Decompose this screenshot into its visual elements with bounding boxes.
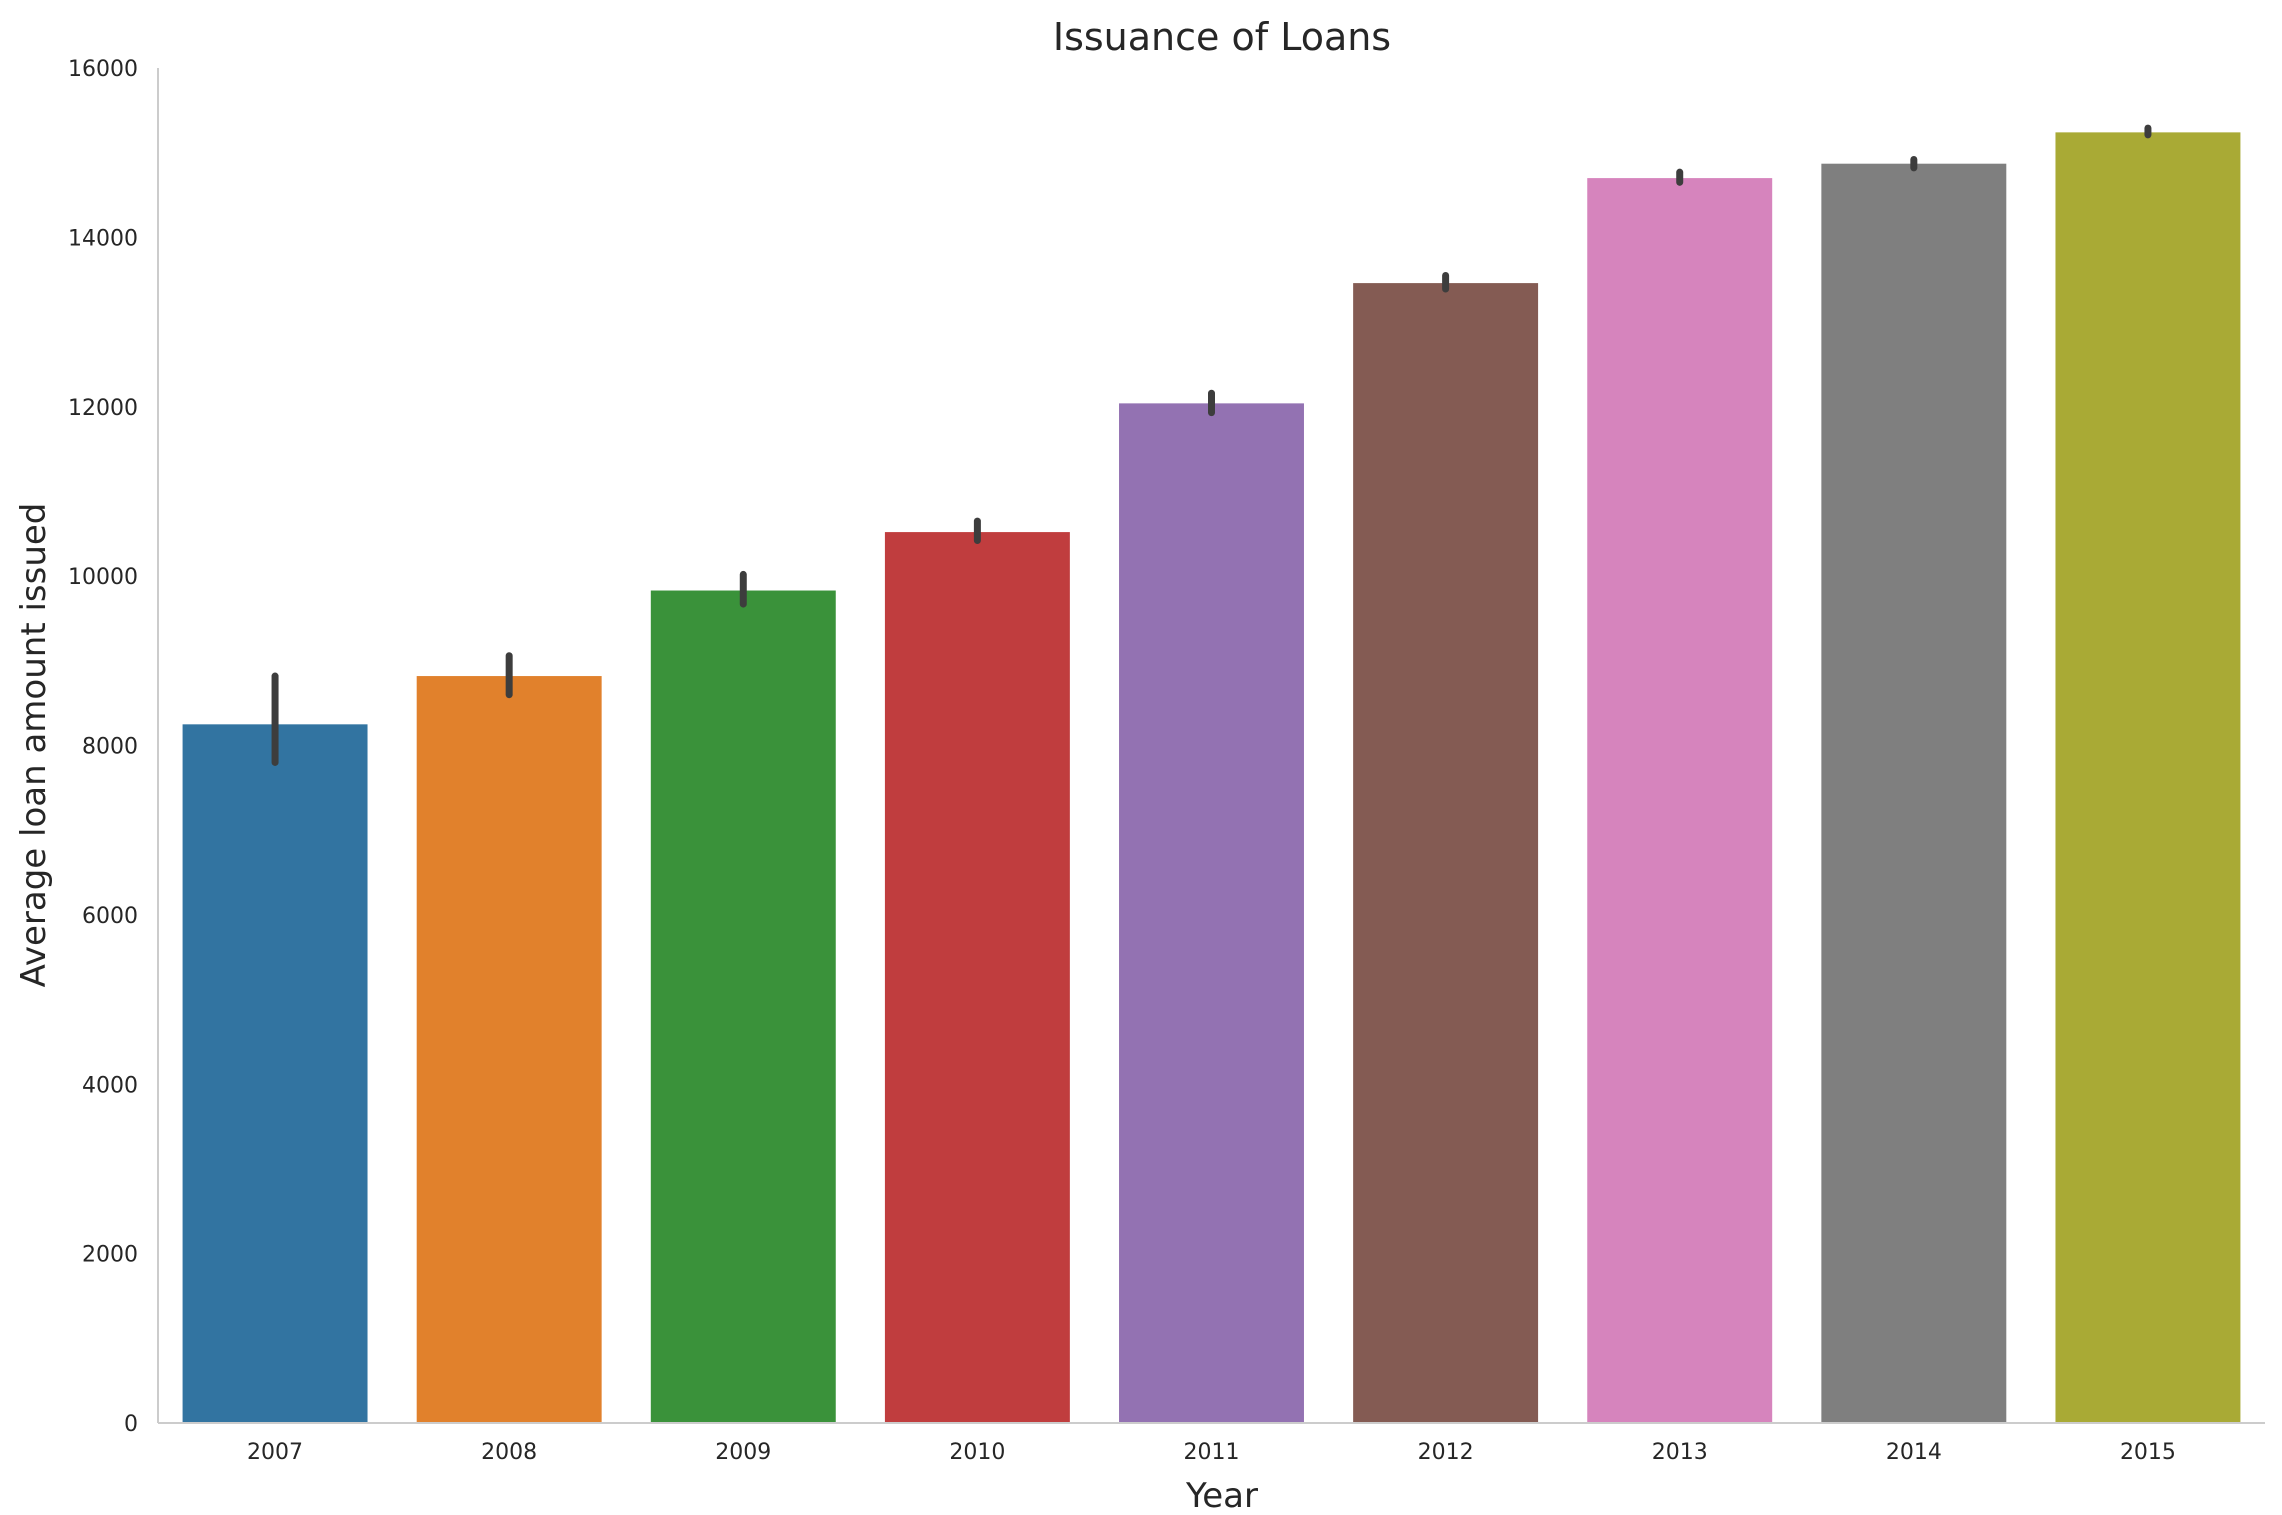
bar-2008 xyxy=(416,676,602,1423)
y-tick-label-6000: 6000 xyxy=(82,904,138,929)
x-tick-label-2012: 2012 xyxy=(1418,1440,1474,1465)
y-tick-labels: 0 2000 4000 6000 8000 10000 12000 14000 16000 xyxy=(68,57,138,1437)
bar-2007 xyxy=(182,724,368,1423)
y-tick-label-16000: 16000 xyxy=(68,57,138,82)
x-tick-label-2007: 2007 xyxy=(247,1440,303,1465)
y-tick-label-4000: 4000 xyxy=(82,1073,138,1098)
bar-2014 xyxy=(1821,163,2007,1423)
x-axis-label: Year xyxy=(1185,1476,1258,1515)
y-tick-label-10000: 10000 xyxy=(68,565,138,590)
chart-title: Issuance of Loans xyxy=(1053,15,1391,59)
y-tick-label-8000: 8000 xyxy=(82,735,138,760)
bar-2011 xyxy=(1119,403,1304,1423)
x-tick-label-2009: 2009 xyxy=(715,1440,771,1465)
x-tick-label-2008: 2008 xyxy=(481,1440,537,1465)
x-tick-label-2014: 2014 xyxy=(1886,1440,1942,1465)
y-tick-label-0: 0 xyxy=(124,1412,138,1437)
bars-group xyxy=(182,132,2241,1424)
x-tick-labels: 2007 2008 2009 2010 2011 2012 2013 2014 2015 xyxy=(247,1440,2176,1465)
x-tick-label-2010: 2010 xyxy=(949,1440,1005,1465)
bar-2010 xyxy=(884,532,1070,1423)
x-tick-label-2013: 2013 xyxy=(1652,1440,1708,1465)
bar-2013 xyxy=(1587,178,1773,1423)
x-tick-label-2011: 2011 xyxy=(1184,1440,1240,1465)
error-bars-group xyxy=(271,124,2152,766)
x-tick-label-2015: 2015 xyxy=(2120,1440,2176,1465)
y-tick-label-2000: 2000 xyxy=(82,1243,138,1268)
bar-2012 xyxy=(1353,283,1539,1424)
bar-2015 xyxy=(2055,132,2241,1423)
bar-2009 xyxy=(650,590,836,1423)
y-tick-label-14000: 14000 xyxy=(68,226,138,251)
y-axis-label: Average loan amount issued xyxy=(14,503,54,988)
y-tick-label-12000: 12000 xyxy=(68,396,138,421)
